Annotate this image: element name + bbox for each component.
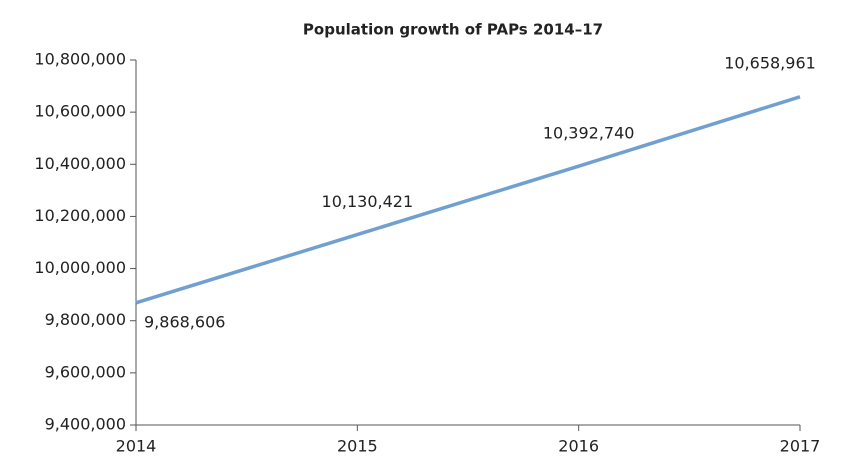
y-tick-label: 9,400,000 <box>45 415 126 434</box>
y-tick-label: 9,800,000 <box>45 310 126 329</box>
y-tick-label: 10,000,000 <box>34 258 126 277</box>
data-label: 10,658,961 <box>724 53 816 72</box>
data-label: 9,868,606 <box>144 312 225 331</box>
y-tick-label: 10,200,000 <box>34 206 126 225</box>
data-line <box>135 95 801 305</box>
x-tick-label: 2017 <box>780 437 821 456</box>
y-tick-label: 9,600,000 <box>45 362 126 381</box>
x-tick-label: 2015 <box>337 437 378 456</box>
x-tick-label: 2016 <box>558 437 599 456</box>
y-tick-label: 10,800,000 <box>34 50 126 69</box>
y-tick-label: 10,400,000 <box>34 154 126 173</box>
data-label: 10,392,740 <box>543 124 635 143</box>
data-label: 10,130,421 <box>322 192 414 211</box>
x-tick-label: 2014 <box>116 437 157 456</box>
chart-title: Population growth of PAPs 2014–17 <box>303 21 603 39</box>
y-tick-label: 10,600,000 <box>34 102 126 121</box>
